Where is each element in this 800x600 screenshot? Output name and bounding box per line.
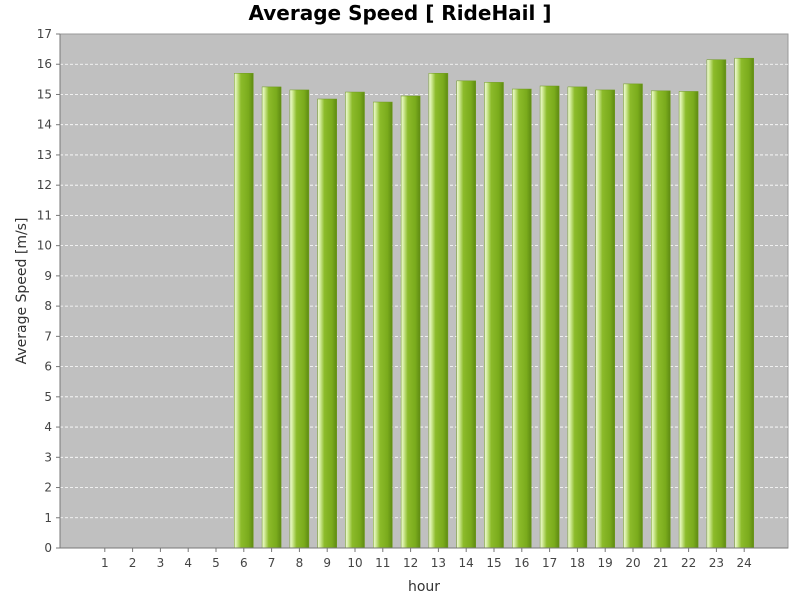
x-tick-label: 1 — [101, 556, 109, 570]
bar-hour-16 — [512, 88, 532, 549]
x-tick-labels: 1 2 3 4 5 6 7 8 9 10 11 12 13 14 15 16 17 18 19 20 21 22 23 24 — [101, 548, 752, 570]
bar-hour-22 — [678, 91, 699, 549]
bars — [234, 57, 754, 549]
x-tick-label: 19 — [598, 556, 613, 570]
x-tick-label: 17 — [542, 556, 557, 570]
y-tick-label: 2 — [44, 481, 52, 495]
y-axis-label: Average Speed [m/s] — [14, 218, 30, 365]
x-tick-label: 20 — [625, 556, 640, 570]
axes — [59, 34, 788, 549]
y-tick-label: 13 — [37, 148, 52, 162]
y-tick-label: 0 — [44, 541, 52, 555]
x-tick-label: 12 — [403, 556, 418, 570]
x-tick-label: 3 — [157, 556, 165, 570]
x-tick-label: 15 — [486, 556, 501, 570]
bar-hour-11 — [373, 101, 393, 549]
y-tick-label: 16 — [37, 57, 52, 71]
x-tick-label: 10 — [347, 556, 362, 570]
bar-hour-6 — [234, 73, 254, 549]
x-tick-label: 5 — [212, 556, 220, 570]
bar-hour-24 — [734, 57, 754, 549]
chart-title: Average Speed [ RideHail ] — [249, 1, 552, 25]
y-tick-label: 14 — [37, 118, 52, 132]
bar-hour-19 — [595, 89, 615, 549]
y-tick-label: 15 — [37, 87, 52, 101]
bar-hour-20 — [623, 83, 643, 549]
x-tick-label: 22 — [681, 556, 696, 570]
y-tick-label: 6 — [44, 360, 52, 374]
bar-hour-7 — [261, 86, 282, 549]
bar-hour-17 — [539, 85, 560, 549]
bar-hour-18 — [567, 86, 588, 549]
y-tick-label: 7 — [44, 329, 52, 343]
bar-hour-10 — [345, 91, 365, 549]
y-tick-label: 11 — [37, 208, 52, 222]
plot-area — [59, 33, 789, 549]
x-axis-label: hour — [408, 579, 440, 595]
x-tick-label: 24 — [737, 556, 752, 570]
x-tick-label: 9 — [323, 556, 331, 570]
x-tick-label: 6 — [240, 556, 248, 570]
x-tick-label: 18 — [570, 556, 585, 570]
y-tick-label: 9 — [44, 269, 52, 283]
bar-hour-12 — [400, 95, 421, 549]
bar-hour-13 — [428, 73, 449, 549]
x-tick-label: 11 — [375, 556, 390, 570]
x-tick-label: 2 — [129, 556, 137, 570]
y-tick-label: 4 — [44, 420, 52, 434]
y-tick-label: 3 — [44, 450, 52, 464]
bar-hour-8 — [289, 89, 310, 549]
y-tick-label: 5 — [44, 390, 52, 404]
x-tick-label: 16 — [514, 556, 529, 570]
bar-hour-15 — [484, 82, 504, 549]
y-tick-label: 10 — [37, 239, 52, 253]
x-tick-label: 7 — [268, 556, 276, 570]
y-tick-label: 1 — [44, 511, 52, 525]
x-tick-label: 21 — [653, 556, 668, 570]
y-tick-label: 17 — [37, 27, 52, 41]
x-tick-label: 8 — [296, 556, 304, 570]
x-tick-label: 13 — [431, 556, 446, 570]
y-tick-label: 12 — [37, 178, 52, 192]
bar-hour-21 — [651, 90, 671, 549]
bar-hour-23 — [706, 59, 727, 549]
bar-hour-14 — [456, 80, 476, 549]
y-tick-label: 8 — [44, 299, 52, 313]
x-tick-label: 14 — [459, 556, 474, 570]
x-tick-label: 4 — [184, 556, 192, 570]
bar-hour-9 — [317, 98, 337, 549]
x-tick-label: 23 — [709, 556, 724, 570]
